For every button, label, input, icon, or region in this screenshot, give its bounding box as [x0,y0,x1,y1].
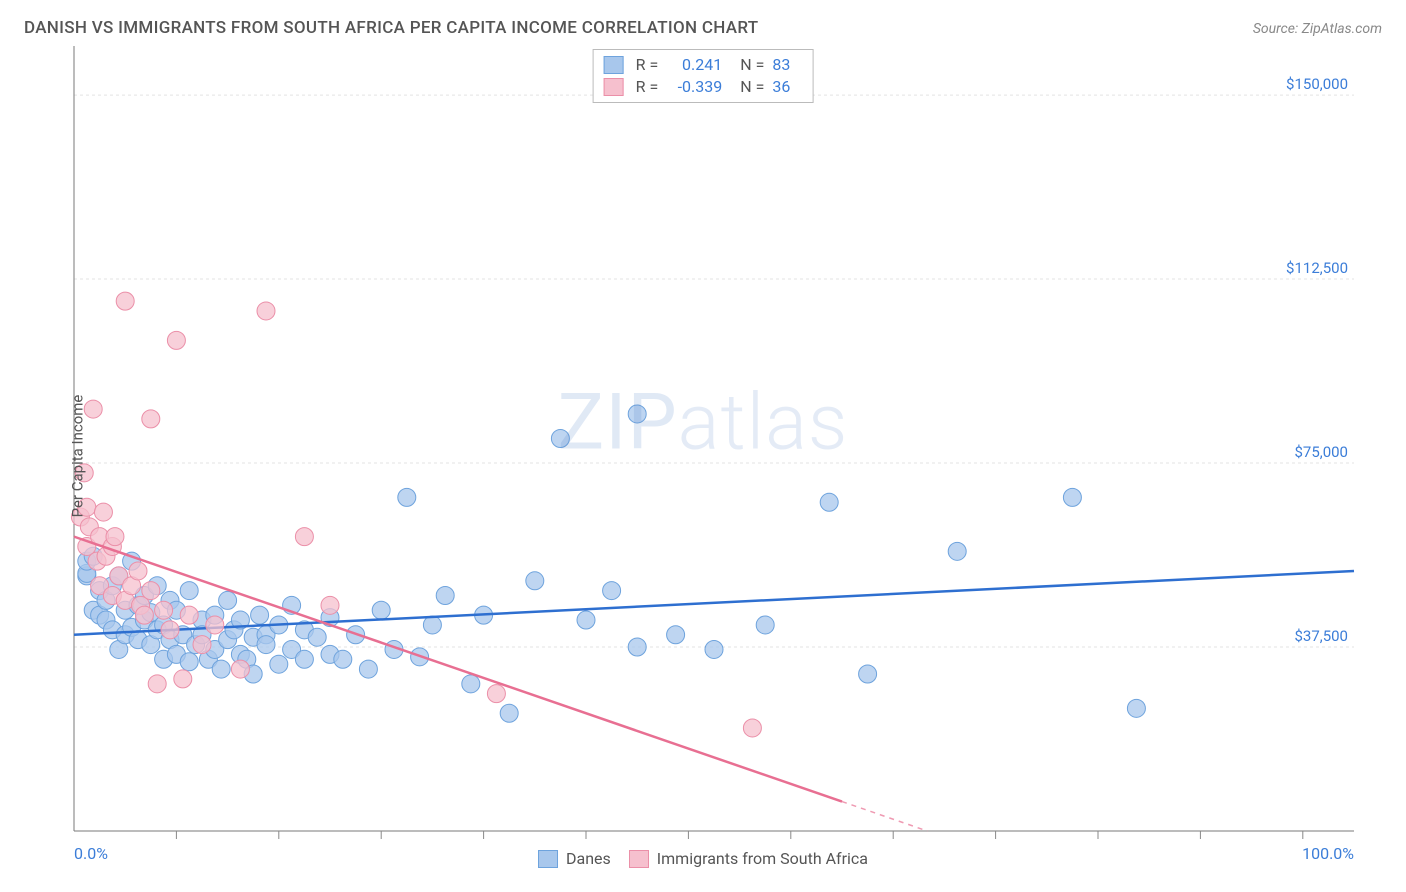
n-label: N = [740,76,764,98]
chart-area: Per Capita Income ZIPatlas $37,500$75,00… [24,46,1382,866]
legend-swatch [604,78,624,96]
series-legend: Danes Immigrants from South Africa [538,849,868,868]
n-value: 83 [772,54,802,76]
svg-text:100.0%: 100.0% [1302,844,1354,863]
svg-text:$37,500: $37,500 [1294,627,1348,645]
stats-row: R = 0.241 N = 83 [604,54,803,76]
svg-text:$150,000: $150,000 [1286,75,1348,93]
legend-label: Immigrants from South Africa [657,849,868,868]
legend-swatch [604,56,624,74]
r-value: 0.241 [666,54,722,76]
stats-legend: R = 0.241 N = 83 R = -0.339 N = 36 [593,49,814,103]
source-label: Source: ZipAtlas.com [1253,21,1382,37]
legend-item: Danes [538,849,611,868]
scatter-plot: $37,500 $75,000 $112,500 $150,000 0.0% 100.0% [24,46,1374,866]
legend-swatch [629,850,649,868]
legend-item: Immigrants from South Africa [629,849,868,868]
svg-text:0.0%: 0.0% [74,844,108,863]
svg-text:$75,000: $75,000 [1294,443,1348,461]
legend-label: Danes [566,849,611,868]
legend-swatch [538,850,558,868]
svg-text:$112,500: $112,500 [1286,259,1348,277]
r-label: R = [636,54,659,76]
stats-row: R = -0.339 N = 36 [604,76,803,98]
r-value: -0.339 [666,76,722,98]
n-label: N = [740,54,764,76]
y-axis-label: Per Capita Income [68,395,86,518]
r-label: R = [636,76,659,98]
chart-title: DANISH VS IMMIGRANTS FROM SOUTH AFRICA P… [24,18,758,38]
n-value: 36 [772,76,802,98]
